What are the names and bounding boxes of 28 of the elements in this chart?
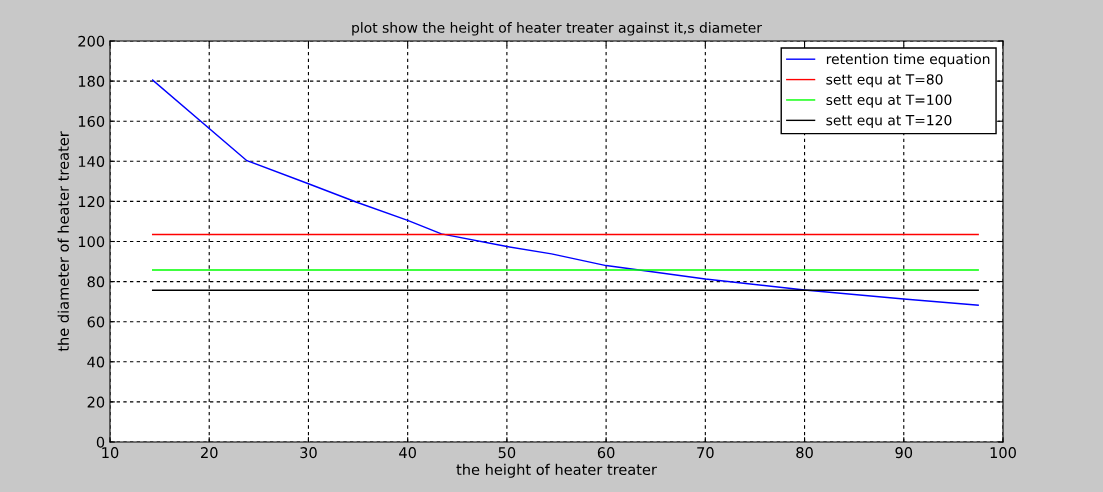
legend-label: sett equ at T=100	[826, 94, 952, 108]
x-tick-label: 20	[201, 447, 218, 459]
chart-title: plot show the height of heater treater against it,s diameter	[352, 22, 762, 36]
x-tick-label: 30	[300, 447, 317, 459]
y-tick-label: 80	[87, 276, 105, 288]
y-tick-label: 100	[78, 236, 105, 248]
y-tick-label: 0	[96, 436, 105, 448]
x-tick-label: 50	[498, 447, 516, 459]
x-tick-label: 80	[796, 447, 813, 459]
y-axis-title: the diameter of heater treater	[57, 131, 69, 352]
y-tick-label: 20	[87, 396, 105, 408]
legend-label: retention time equation	[826, 53, 990, 67]
x-axis-title: the height of heater treater	[456, 463, 657, 478]
x-tick-label: 40	[399, 447, 416, 459]
y-tick-label: 200	[78, 35, 105, 47]
legend-label: sett equ at T=120	[826, 114, 952, 129]
x-tick-label: 60	[597, 447, 615, 459]
x-tick-label: 90	[895, 447, 913, 459]
x-tick-label: 100	[990, 447, 1016, 459]
y-tick-label: 120	[78, 196, 105, 208]
legend-label: sett equ at T=80	[826, 74, 943, 88]
y-tick-label: 180	[78, 75, 105, 87]
y-tick-label: 60	[87, 316, 105, 328]
y-tick-label: 160	[78, 115, 105, 127]
y-tick-label: 140	[78, 156, 105, 168]
y-tick-label: 40	[87, 356, 105, 368]
x-tick-label: 70	[697, 447, 714, 459]
x-tick-label: 10	[102, 447, 119, 459]
